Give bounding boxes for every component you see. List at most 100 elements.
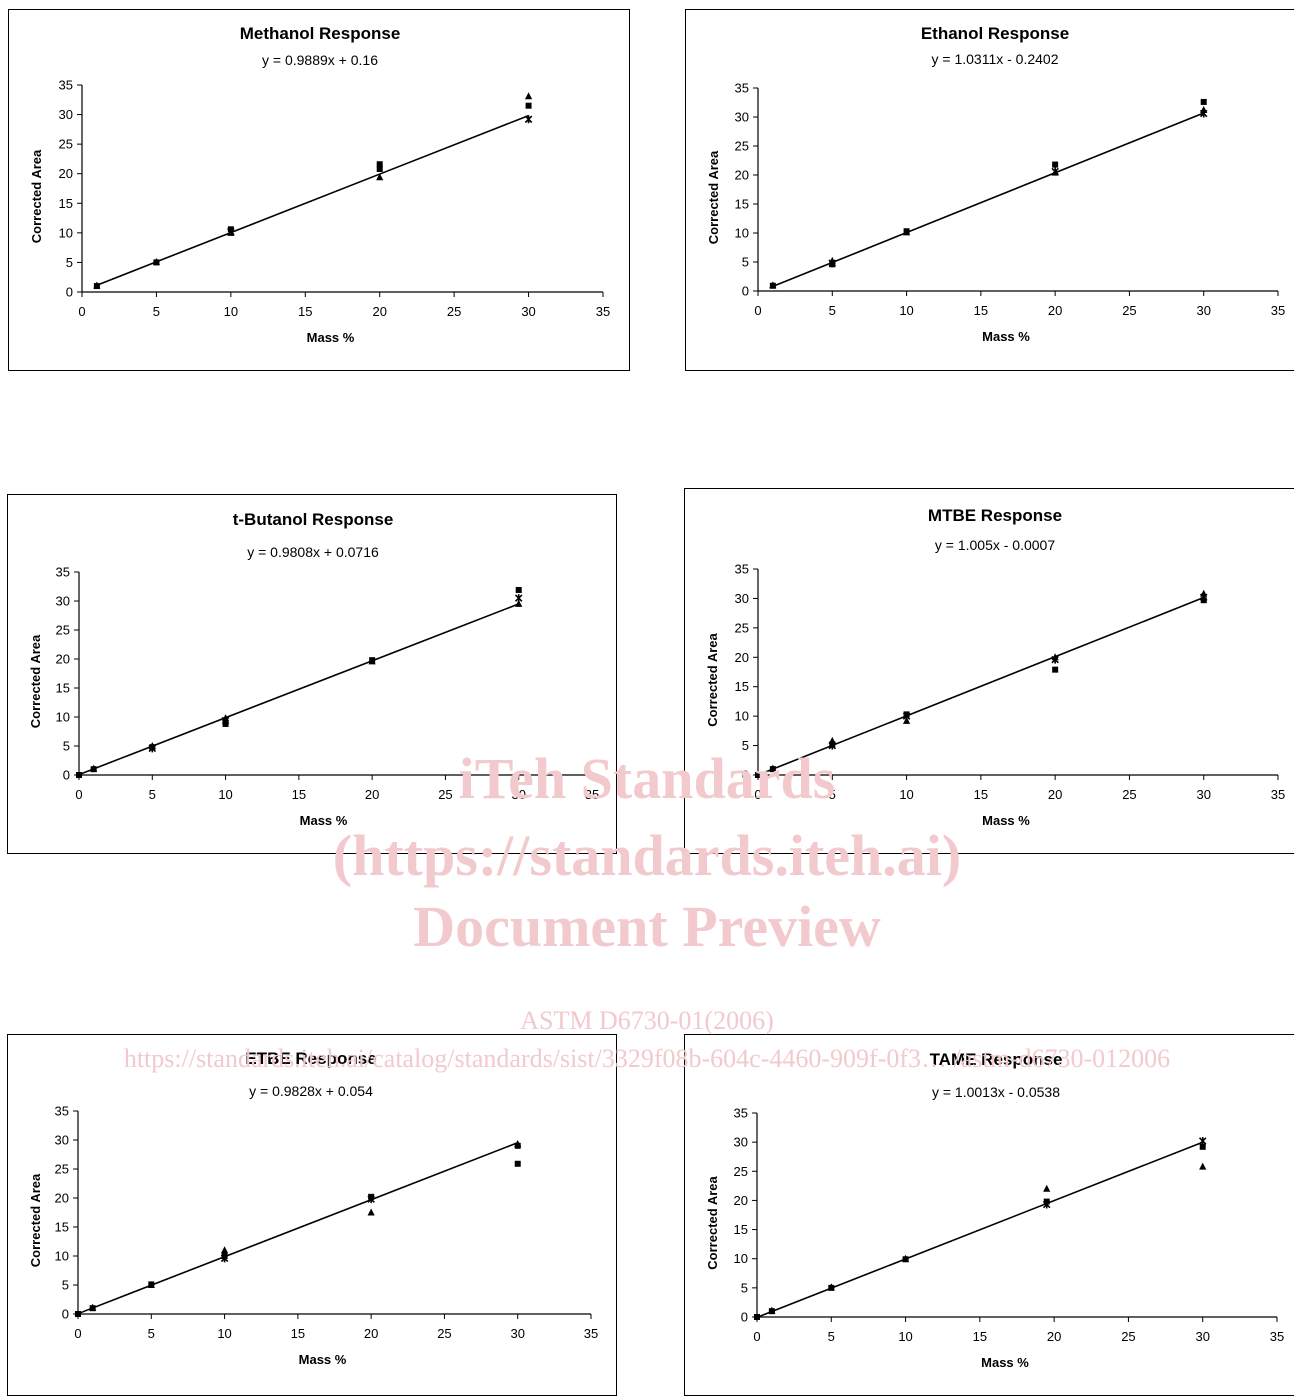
y-tick-label: 0 <box>742 768 749 783</box>
x-tick-label: 20 <box>1047 1329 1061 1344</box>
x-tick-label: 10 <box>899 303 913 318</box>
y-axis-label: Corrected Area <box>28 634 43 728</box>
data-point-triangle <box>769 281 777 289</box>
data-point-star <box>227 227 235 236</box>
y-tick-label: 5 <box>742 255 749 270</box>
data-point-triangle <box>1199 1162 1207 1170</box>
x-axis-label: Mass % <box>982 329 1030 344</box>
y-tick-label: 25 <box>59 137 73 152</box>
x-tick-label: 25 <box>1122 787 1136 802</box>
x-tick-label: 25 <box>1121 1329 1135 1344</box>
x-tick-label: 15 <box>974 303 988 318</box>
data-point-star <box>828 741 837 750</box>
data-point-square <box>376 165 383 172</box>
y-tick-label: 30 <box>735 110 749 125</box>
x-tick-label: 25 <box>438 787 452 802</box>
y-tick-label: 35 <box>56 565 70 580</box>
data-point-triangle <box>93 281 101 289</box>
data-point-triangle <box>376 173 384 181</box>
y-tick-label: 30 <box>55 1133 69 1148</box>
data-point-star <box>1051 655 1059 664</box>
x-tick-label: 10 <box>217 1326 231 1341</box>
data-point-triangle <box>152 257 161 265</box>
chart-panel-t-butanol: t-Butanol Response y = 0.9808x + 0.0716 0 5… <box>7 494 617 854</box>
y-tick-label: 30 <box>734 1135 748 1150</box>
y-axis-label: Corrected Area <box>28 1173 43 1267</box>
x-tick-label: 20 <box>364 1326 378 1341</box>
trendline-equation: y = 1.0311x - 0.2402 <box>932 51 1059 67</box>
x-tick-label: 0 <box>74 1326 81 1341</box>
y-tick-label: 35 <box>735 562 749 577</box>
y-tick-label: 30 <box>56 594 70 609</box>
y-tick-label: 15 <box>59 196 73 211</box>
x-axis-label: Mass % <box>300 813 348 828</box>
data-point-square <box>1052 161 1059 168</box>
x-axis-label: Mass % <box>299 1352 347 1367</box>
data-point-star <box>367 1195 375 1204</box>
y-tick-label: 5 <box>742 738 749 753</box>
x-tick-label: 10 <box>898 1329 912 1344</box>
data-point-square <box>1199 1143 1206 1150</box>
x-tick-label: 10 <box>218 787 232 802</box>
y-tick-label: 15 <box>735 679 749 694</box>
data-point-square <box>514 1160 521 1167</box>
chart-panel-methanol: Methanol Response y = 0.9889x + 0.16 0 5 10 1… <box>8 9 630 371</box>
y-tick-label: 35 <box>734 1106 748 1121</box>
x-tick-label: 35 <box>1271 787 1285 802</box>
x-tick-label: 30 <box>511 787 525 802</box>
x-tick-label: 35 <box>1271 303 1285 318</box>
y-tick-label: 0 <box>742 284 749 299</box>
x-tick-label: 35 <box>584 1326 598 1341</box>
y-tick-label: 35 <box>735 81 749 96</box>
y-tick-label: 5 <box>741 1280 748 1295</box>
x-tick-label: 0 <box>78 304 85 319</box>
data-point-star <box>1199 109 1208 118</box>
x-tick-label: 25 <box>447 304 461 319</box>
data-point-star <box>221 716 230 725</box>
x-tick-label: 30 <box>1196 303 1210 318</box>
x-tick-label: 20 <box>372 304 386 319</box>
data-point-square <box>755 772 761 778</box>
watermark-line-3: Document Preview <box>413 894 881 959</box>
data-point-star <box>220 1254 229 1263</box>
data-point-square <box>75 1311 81 1317</box>
chart-panel-ethanol: Ethanol Response y = 1.0311x - 0.2402 0 5 10… <box>685 9 1294 371</box>
trendline-equation: y = 0.9808x + 0.0716 <box>247 544 379 560</box>
data-point-triangle <box>220 1246 229 1254</box>
data-point-square <box>754 1314 760 1320</box>
data-point-triangle <box>147 1281 155 1288</box>
x-tick-label: 0 <box>754 787 761 802</box>
data-point-square <box>515 586 522 593</box>
y-tick-label: 35 <box>55 1104 69 1119</box>
data-point-square <box>376 161 383 168</box>
data-point-triangle <box>828 736 836 744</box>
trendline <box>77 1141 519 1315</box>
x-tick-label: 35 <box>1270 1329 1284 1344</box>
y-tick-label: 10 <box>734 1251 748 1266</box>
data-point-star <box>1198 1136 1207 1145</box>
y-tick-label: 20 <box>59 166 73 181</box>
trendline <box>96 114 529 286</box>
x-tick-label: 5 <box>829 787 836 802</box>
trendline <box>772 112 1205 288</box>
x-axis-label: Mass % <box>981 1355 1029 1370</box>
x-tick-label: 30 <box>510 1326 524 1341</box>
x-tick-label: 25 <box>1122 303 1136 318</box>
x-tick-label: 5 <box>153 304 160 319</box>
y-tick-label: 15 <box>734 1222 748 1237</box>
y-tick-label: 35 <box>59 78 73 93</box>
x-tick-label: 20 <box>365 787 379 802</box>
y-tick-label: 25 <box>55 1162 69 1177</box>
x-tick-label: 30 <box>521 304 535 319</box>
x-tick-label: 15 <box>292 787 306 802</box>
x-tick-label: 5 <box>149 787 156 802</box>
y-tick-label: 30 <box>735 591 749 606</box>
y-tick-label: 0 <box>63 768 70 783</box>
x-axis-label: Mass % <box>982 813 1030 828</box>
y-tick-label: 15 <box>55 1220 69 1235</box>
chart-etbe: ETBE Response y = 0.9828x + 0.054 0 5 10 15 20… <box>28 1049 598 1367</box>
trendline <box>756 1141 1204 1319</box>
chart-t-butanol: t-Butanol Response y = 0.9808x + 0.0716 0 5… <box>28 510 599 828</box>
data-point-triangle <box>769 764 777 772</box>
y-tick-label: 15 <box>56 681 70 696</box>
